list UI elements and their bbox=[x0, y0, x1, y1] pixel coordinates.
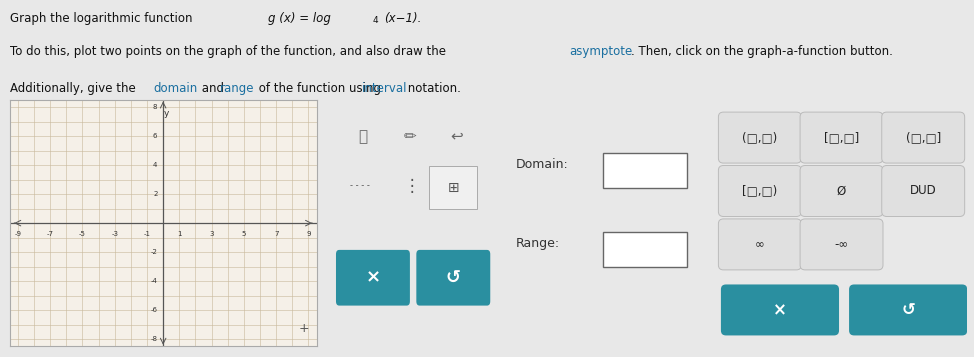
Text: (□,□): (□,□) bbox=[742, 131, 777, 144]
Text: Domain:: Domain: bbox=[515, 159, 569, 171]
FancyBboxPatch shape bbox=[604, 232, 688, 267]
Text: -2: -2 bbox=[151, 249, 158, 255]
Text: - - - -: - - - - bbox=[350, 181, 370, 190]
Text: interval: interval bbox=[362, 82, 408, 95]
Text: ⬜: ⬜ bbox=[358, 129, 368, 144]
Text: Graph the logarithmic function: Graph the logarithmic function bbox=[10, 12, 196, 25]
Text: -7: -7 bbox=[47, 231, 54, 237]
Text: -3: -3 bbox=[111, 231, 118, 237]
Text: 4: 4 bbox=[372, 16, 378, 25]
Text: To do this, plot two points on the graph of the function, and also draw the: To do this, plot two points on the graph… bbox=[10, 45, 449, 58]
Text: 7: 7 bbox=[274, 231, 279, 237]
Text: [□,□]: [□,□] bbox=[824, 131, 859, 144]
Text: 6: 6 bbox=[153, 133, 158, 139]
Text: +: + bbox=[298, 322, 309, 335]
Text: -5: -5 bbox=[79, 231, 86, 237]
Text: ↩: ↩ bbox=[450, 129, 463, 144]
Text: Ø: Ø bbox=[837, 185, 846, 197]
Text: (□,□]: (□,□] bbox=[906, 131, 941, 144]
Text: Range:: Range: bbox=[515, 237, 560, 250]
Text: ↺: ↺ bbox=[446, 269, 461, 287]
FancyBboxPatch shape bbox=[416, 250, 490, 306]
Text: ×: × bbox=[773, 301, 787, 319]
Text: 5: 5 bbox=[242, 231, 246, 237]
Text: -4: -4 bbox=[151, 278, 158, 284]
Text: [□,□): [□,□) bbox=[742, 185, 777, 197]
Text: ∞: ∞ bbox=[755, 238, 765, 251]
FancyBboxPatch shape bbox=[719, 166, 802, 216]
Text: -8: -8 bbox=[151, 336, 158, 342]
Text: Additionally, give the: Additionally, give the bbox=[10, 82, 139, 95]
Text: ↺: ↺ bbox=[901, 301, 915, 319]
FancyBboxPatch shape bbox=[881, 166, 964, 216]
Text: -9: -9 bbox=[15, 231, 21, 237]
FancyBboxPatch shape bbox=[336, 250, 410, 306]
Text: 3: 3 bbox=[209, 231, 214, 237]
Text: range: range bbox=[220, 82, 254, 95]
Text: -6: -6 bbox=[151, 307, 158, 313]
FancyBboxPatch shape bbox=[881, 112, 964, 163]
Text: DUD: DUD bbox=[910, 185, 937, 197]
FancyBboxPatch shape bbox=[719, 112, 802, 163]
Text: ⊞: ⊞ bbox=[447, 181, 459, 195]
FancyBboxPatch shape bbox=[849, 285, 967, 336]
Text: notation.: notation. bbox=[404, 82, 461, 95]
Text: and: and bbox=[198, 82, 228, 95]
Text: 1: 1 bbox=[177, 231, 181, 237]
Text: ⋮: ⋮ bbox=[403, 177, 420, 195]
Text: y: y bbox=[164, 109, 169, 119]
Text: 8: 8 bbox=[153, 104, 158, 110]
Text: -∞: -∞ bbox=[835, 238, 848, 251]
Text: ✏: ✏ bbox=[403, 129, 416, 144]
Text: of the function using: of the function using bbox=[255, 82, 385, 95]
Text: asymptote: asymptote bbox=[569, 45, 632, 58]
Text: ×: × bbox=[365, 269, 381, 287]
Text: 9: 9 bbox=[306, 231, 311, 237]
Text: domain: domain bbox=[153, 82, 197, 95]
Text: 2: 2 bbox=[153, 191, 158, 197]
Text: g (x) = log: g (x) = log bbox=[268, 12, 331, 25]
Text: . Then, click on the graph-a-function button.: . Then, click on the graph-a-function bu… bbox=[631, 45, 893, 58]
FancyBboxPatch shape bbox=[719, 219, 802, 270]
Text: 4: 4 bbox=[153, 162, 158, 168]
FancyBboxPatch shape bbox=[800, 166, 883, 216]
FancyBboxPatch shape bbox=[721, 285, 839, 336]
FancyBboxPatch shape bbox=[800, 219, 883, 270]
FancyBboxPatch shape bbox=[604, 154, 688, 188]
FancyBboxPatch shape bbox=[430, 166, 477, 209]
Text: (x−1).: (x−1). bbox=[384, 12, 421, 25]
Text: -1: -1 bbox=[143, 231, 151, 237]
FancyBboxPatch shape bbox=[800, 112, 883, 163]
